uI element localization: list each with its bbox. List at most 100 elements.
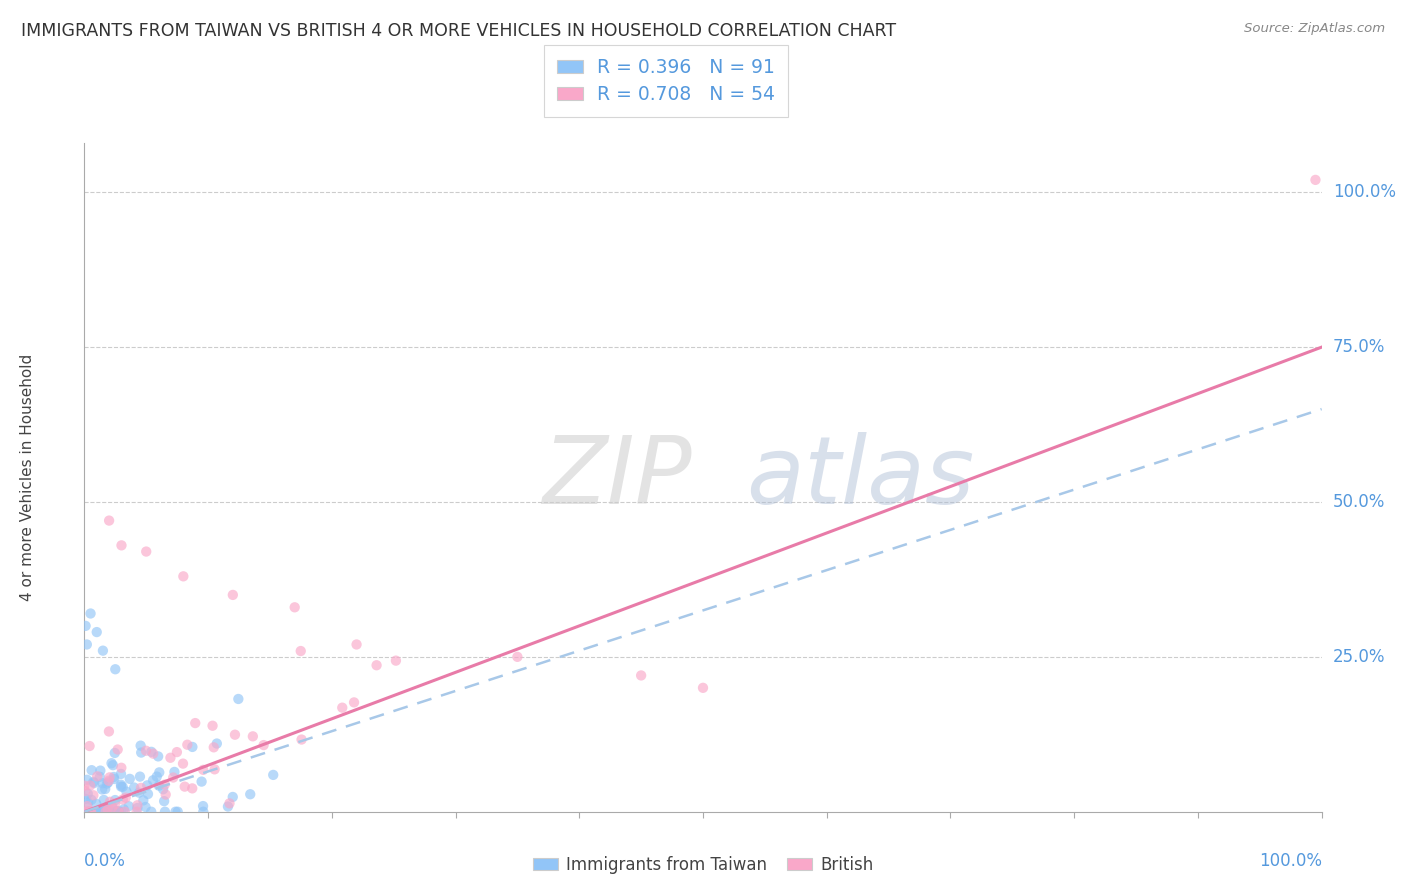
Point xyxy=(146,749,169,764)
Point xyxy=(218,797,240,811)
Point xyxy=(193,805,215,819)
Point xyxy=(166,745,188,759)
Point xyxy=(91,805,114,819)
Point xyxy=(76,637,98,651)
Point xyxy=(173,780,195,794)
Point xyxy=(129,780,152,795)
Point xyxy=(79,779,101,793)
Point xyxy=(75,619,97,633)
Point xyxy=(96,802,118,816)
Point xyxy=(153,805,176,819)
Point xyxy=(104,797,127,811)
Point xyxy=(153,778,176,792)
Point xyxy=(111,792,134,806)
Point xyxy=(105,805,128,819)
Text: atlas: atlas xyxy=(747,432,974,523)
Point xyxy=(107,742,129,756)
Point xyxy=(97,773,120,788)
Point xyxy=(239,787,262,801)
Point xyxy=(284,600,307,615)
Point xyxy=(82,789,104,803)
Point xyxy=(136,787,159,801)
Point xyxy=(80,763,103,777)
Point xyxy=(107,805,129,819)
Point xyxy=(83,776,105,790)
Point xyxy=(127,801,149,815)
Point xyxy=(159,751,181,765)
Point xyxy=(104,662,127,676)
Point xyxy=(84,805,107,819)
Point xyxy=(290,644,312,658)
Point xyxy=(96,799,118,814)
Point xyxy=(98,770,121,784)
Point xyxy=(135,544,157,558)
Point xyxy=(205,737,228,751)
Point xyxy=(107,805,129,819)
Point xyxy=(148,765,170,780)
Point xyxy=(91,643,114,657)
Point xyxy=(91,805,114,819)
Point xyxy=(76,805,98,819)
Point xyxy=(224,728,246,742)
Point xyxy=(80,805,103,819)
Point xyxy=(1305,173,1327,187)
Text: 4 or more Vehicles in Household: 4 or more Vehicles in Household xyxy=(20,353,35,601)
Point xyxy=(79,805,101,819)
Text: ZIP: ZIP xyxy=(543,432,692,523)
Point xyxy=(90,805,112,819)
Point xyxy=(129,739,152,753)
Point xyxy=(100,756,122,771)
Point xyxy=(103,770,125,784)
Text: Source: ZipAtlas.com: Source: ZipAtlas.com xyxy=(1244,22,1385,36)
Point xyxy=(343,695,366,709)
Point xyxy=(346,637,368,651)
Point xyxy=(105,805,128,819)
Point xyxy=(290,732,312,747)
Point xyxy=(132,793,155,807)
Point xyxy=(153,794,176,808)
Point xyxy=(84,797,107,811)
Point xyxy=(262,768,284,782)
Point xyxy=(100,805,122,819)
Point xyxy=(172,756,194,771)
Point xyxy=(98,514,121,528)
Point xyxy=(80,793,103,807)
Point xyxy=(96,777,118,791)
Point xyxy=(162,771,184,785)
Point xyxy=(692,681,714,695)
Text: 100.0%: 100.0% xyxy=(1333,183,1396,202)
Point xyxy=(155,788,177,802)
Point xyxy=(91,782,114,797)
Point xyxy=(141,805,163,819)
Point xyxy=(366,658,388,673)
Text: IMMIGRANTS FROM TAIWAN VS BRITISH 4 OR MORE VEHICLES IN HOUSEHOLD CORRELATION CH: IMMIGRANTS FROM TAIWAN VS BRITISH 4 OR M… xyxy=(21,22,896,40)
Text: 100.0%: 100.0% xyxy=(1258,852,1322,870)
Point xyxy=(77,805,100,819)
Point xyxy=(101,800,124,814)
Point xyxy=(89,770,111,784)
Point xyxy=(222,789,245,804)
Point xyxy=(97,803,120,817)
Point xyxy=(129,746,152,760)
Point xyxy=(630,668,652,682)
Point xyxy=(201,719,224,733)
Point xyxy=(110,805,132,819)
Point xyxy=(385,654,408,668)
Point xyxy=(129,770,152,784)
Point xyxy=(101,758,124,772)
Point xyxy=(80,805,103,819)
Point xyxy=(142,747,165,761)
Point xyxy=(152,782,174,797)
Point xyxy=(89,764,111,778)
Point xyxy=(86,625,108,640)
Point xyxy=(86,805,108,819)
Point xyxy=(110,761,132,775)
Point xyxy=(110,767,132,781)
Point xyxy=(103,805,125,819)
Point xyxy=(163,764,186,779)
Point xyxy=(204,762,226,776)
Point xyxy=(100,805,122,819)
Point xyxy=(94,805,117,819)
Point xyxy=(114,805,136,819)
Point xyxy=(107,805,129,819)
